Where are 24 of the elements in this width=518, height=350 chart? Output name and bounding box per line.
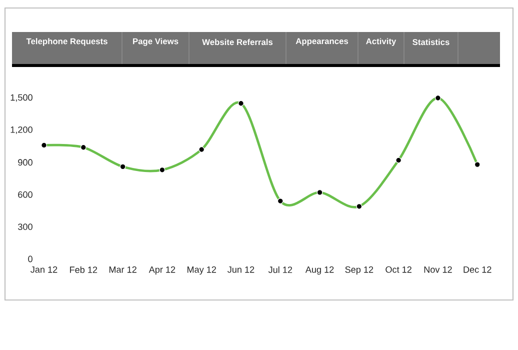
x-tick-label: Aug 12	[305, 266, 334, 275]
x-tick-label: Jul 12	[268, 266, 292, 274]
y-tick-label: 1,500	[10, 94, 32, 102]
text: Statistics	[412, 38, 450, 46]
y-tick-label: 1,200	[10, 126, 32, 134]
y-tick-label: 300	[18, 224, 32, 230]
text: Website Referrals	[202, 38, 273, 46]
x-tick-label: May 12	[187, 266, 216, 275]
x-tick-label: Mar 12	[109, 266, 136, 273]
x-tick-label: Dec 12	[464, 266, 492, 273]
y-tick-label: 0	[28, 256, 32, 262]
text: Activity	[366, 38, 396, 46]
x-tick-label: Sep 12	[345, 266, 374, 275]
text: Appearances	[296, 38, 348, 46]
x-tick-label: Jun 12	[228, 266, 254, 273]
y-tick-label: 900	[18, 159, 32, 166]
x-tick-label: Jan 12	[30, 266, 58, 273]
y-tick-label: 600	[18, 191, 32, 198]
x-tick-label: Feb 12	[70, 266, 98, 274]
x-tick-label: Apr 12	[148, 266, 176, 275]
text: Telephone Requests	[26, 38, 108, 46]
text: Page Views	[133, 38, 178, 46]
x-tick-label: Oct 12	[386, 266, 412, 273]
x-tick-label: Nov 12	[424, 266, 452, 273]
